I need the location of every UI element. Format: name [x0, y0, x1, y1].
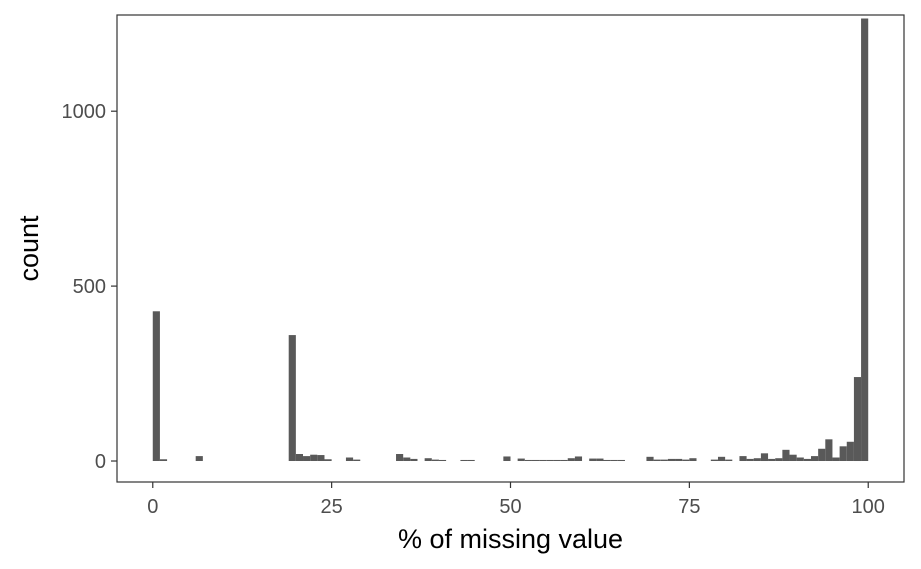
histogram-bar — [810, 456, 819, 462]
histogram-bar — [567, 458, 575, 462]
histogram-bar — [861, 18, 869, 462]
histogram-bar — [818, 448, 826, 462]
histogram-bar — [317, 455, 325, 462]
histogram-bar — [768, 458, 776, 462]
histogram-bar — [424, 458, 432, 462]
histogram-bar — [825, 439, 833, 462]
histogram-bar — [603, 459, 611, 462]
histogram-bar — [310, 454, 318, 462]
histogram-bar — [152, 311, 160, 462]
histogram-bar — [295, 454, 304, 462]
histogram-bar — [653, 459, 661, 462]
histogram-bar — [617, 459, 625, 462]
histogram-bar — [839, 446, 847, 462]
histogram-bar — [460, 459, 468, 462]
y-tick-label: 0 — [95, 451, 106, 473]
y-tick-label: 500 — [73, 276, 106, 298]
histogram-bar — [574, 456, 583, 462]
histogram-bar — [717, 456, 726, 462]
histogram-bar — [353, 459, 361, 462]
histogram-bar — [789, 454, 797, 462]
histogram-bar — [524, 459, 532, 462]
histogram-bar — [303, 456, 311, 462]
x-tick-label: 75 — [678, 496, 700, 518]
histogram-bar — [596, 458, 604, 462]
histogram-bar — [345, 457, 354, 462]
histogram-bar — [832, 457, 840, 462]
histogram-bar — [546, 459, 554, 462]
histogram-bar — [539, 459, 547, 462]
x-tick-label: 50 — [499, 496, 521, 518]
x-tick-label: 0 — [147, 496, 158, 518]
histogram-bar — [725, 459, 733, 462]
x-tick-label: 25 — [321, 496, 343, 518]
histogram-bar — [589, 458, 597, 462]
y-axis: 0 500 1000 — [62, 101, 117, 473]
plot-background — [117, 15, 904, 482]
y-axis-title: count — [14, 215, 44, 282]
y-tick-label: 1000 — [62, 101, 107, 123]
histogram-bar — [438, 459, 447, 462]
histogram-bar — [531, 459, 540, 462]
histogram-bar — [667, 458, 676, 462]
histogram-bar — [610, 459, 618, 462]
histogram-bar — [410, 458, 418, 462]
histogram-bar — [646, 456, 654, 462]
histogram-bar — [689, 458, 697, 462]
x-tick-label: 100 — [852, 496, 885, 518]
x-axis: 0 25 50 75 100 — [147, 482, 885, 518]
histogram-bar — [682, 459, 690, 462]
bars-layer — [152, 18, 869, 462]
histogram-bar — [746, 458, 754, 462]
histogram-bar — [775, 458, 783, 462]
histogram-bar — [467, 459, 475, 462]
histogram-bar — [324, 459, 332, 462]
histogram-bar — [675, 458, 683, 462]
histogram-bar — [760, 453, 769, 462]
histogram-bar — [396, 454, 404, 462]
histogram-bar — [782, 449, 790, 462]
histogram-bar — [853, 377, 862, 462]
histogram-bar — [803, 458, 811, 462]
histogram-bar — [288, 335, 296, 462]
histogram-bar — [846, 441, 854, 462]
histogram-bar — [431, 459, 439, 462]
histogram-bar — [710, 459, 718, 462]
histogram-bar — [739, 456, 747, 462]
histogram-bar — [195, 456, 203, 462]
histogram-bar — [403, 457, 411, 462]
x-axis-title: % of missing value — [398, 524, 623, 554]
histogram-bar — [753, 458, 761, 462]
histogram-bar — [796, 457, 804, 462]
histogram-bar — [159, 459, 168, 462]
histogram-bar — [517, 458, 525, 462]
histogram-bar — [553, 459, 561, 462]
histogram-bar — [503, 456, 511, 462]
histogram-bar — [660, 459, 668, 462]
histogram-bar — [560, 459, 568, 462]
